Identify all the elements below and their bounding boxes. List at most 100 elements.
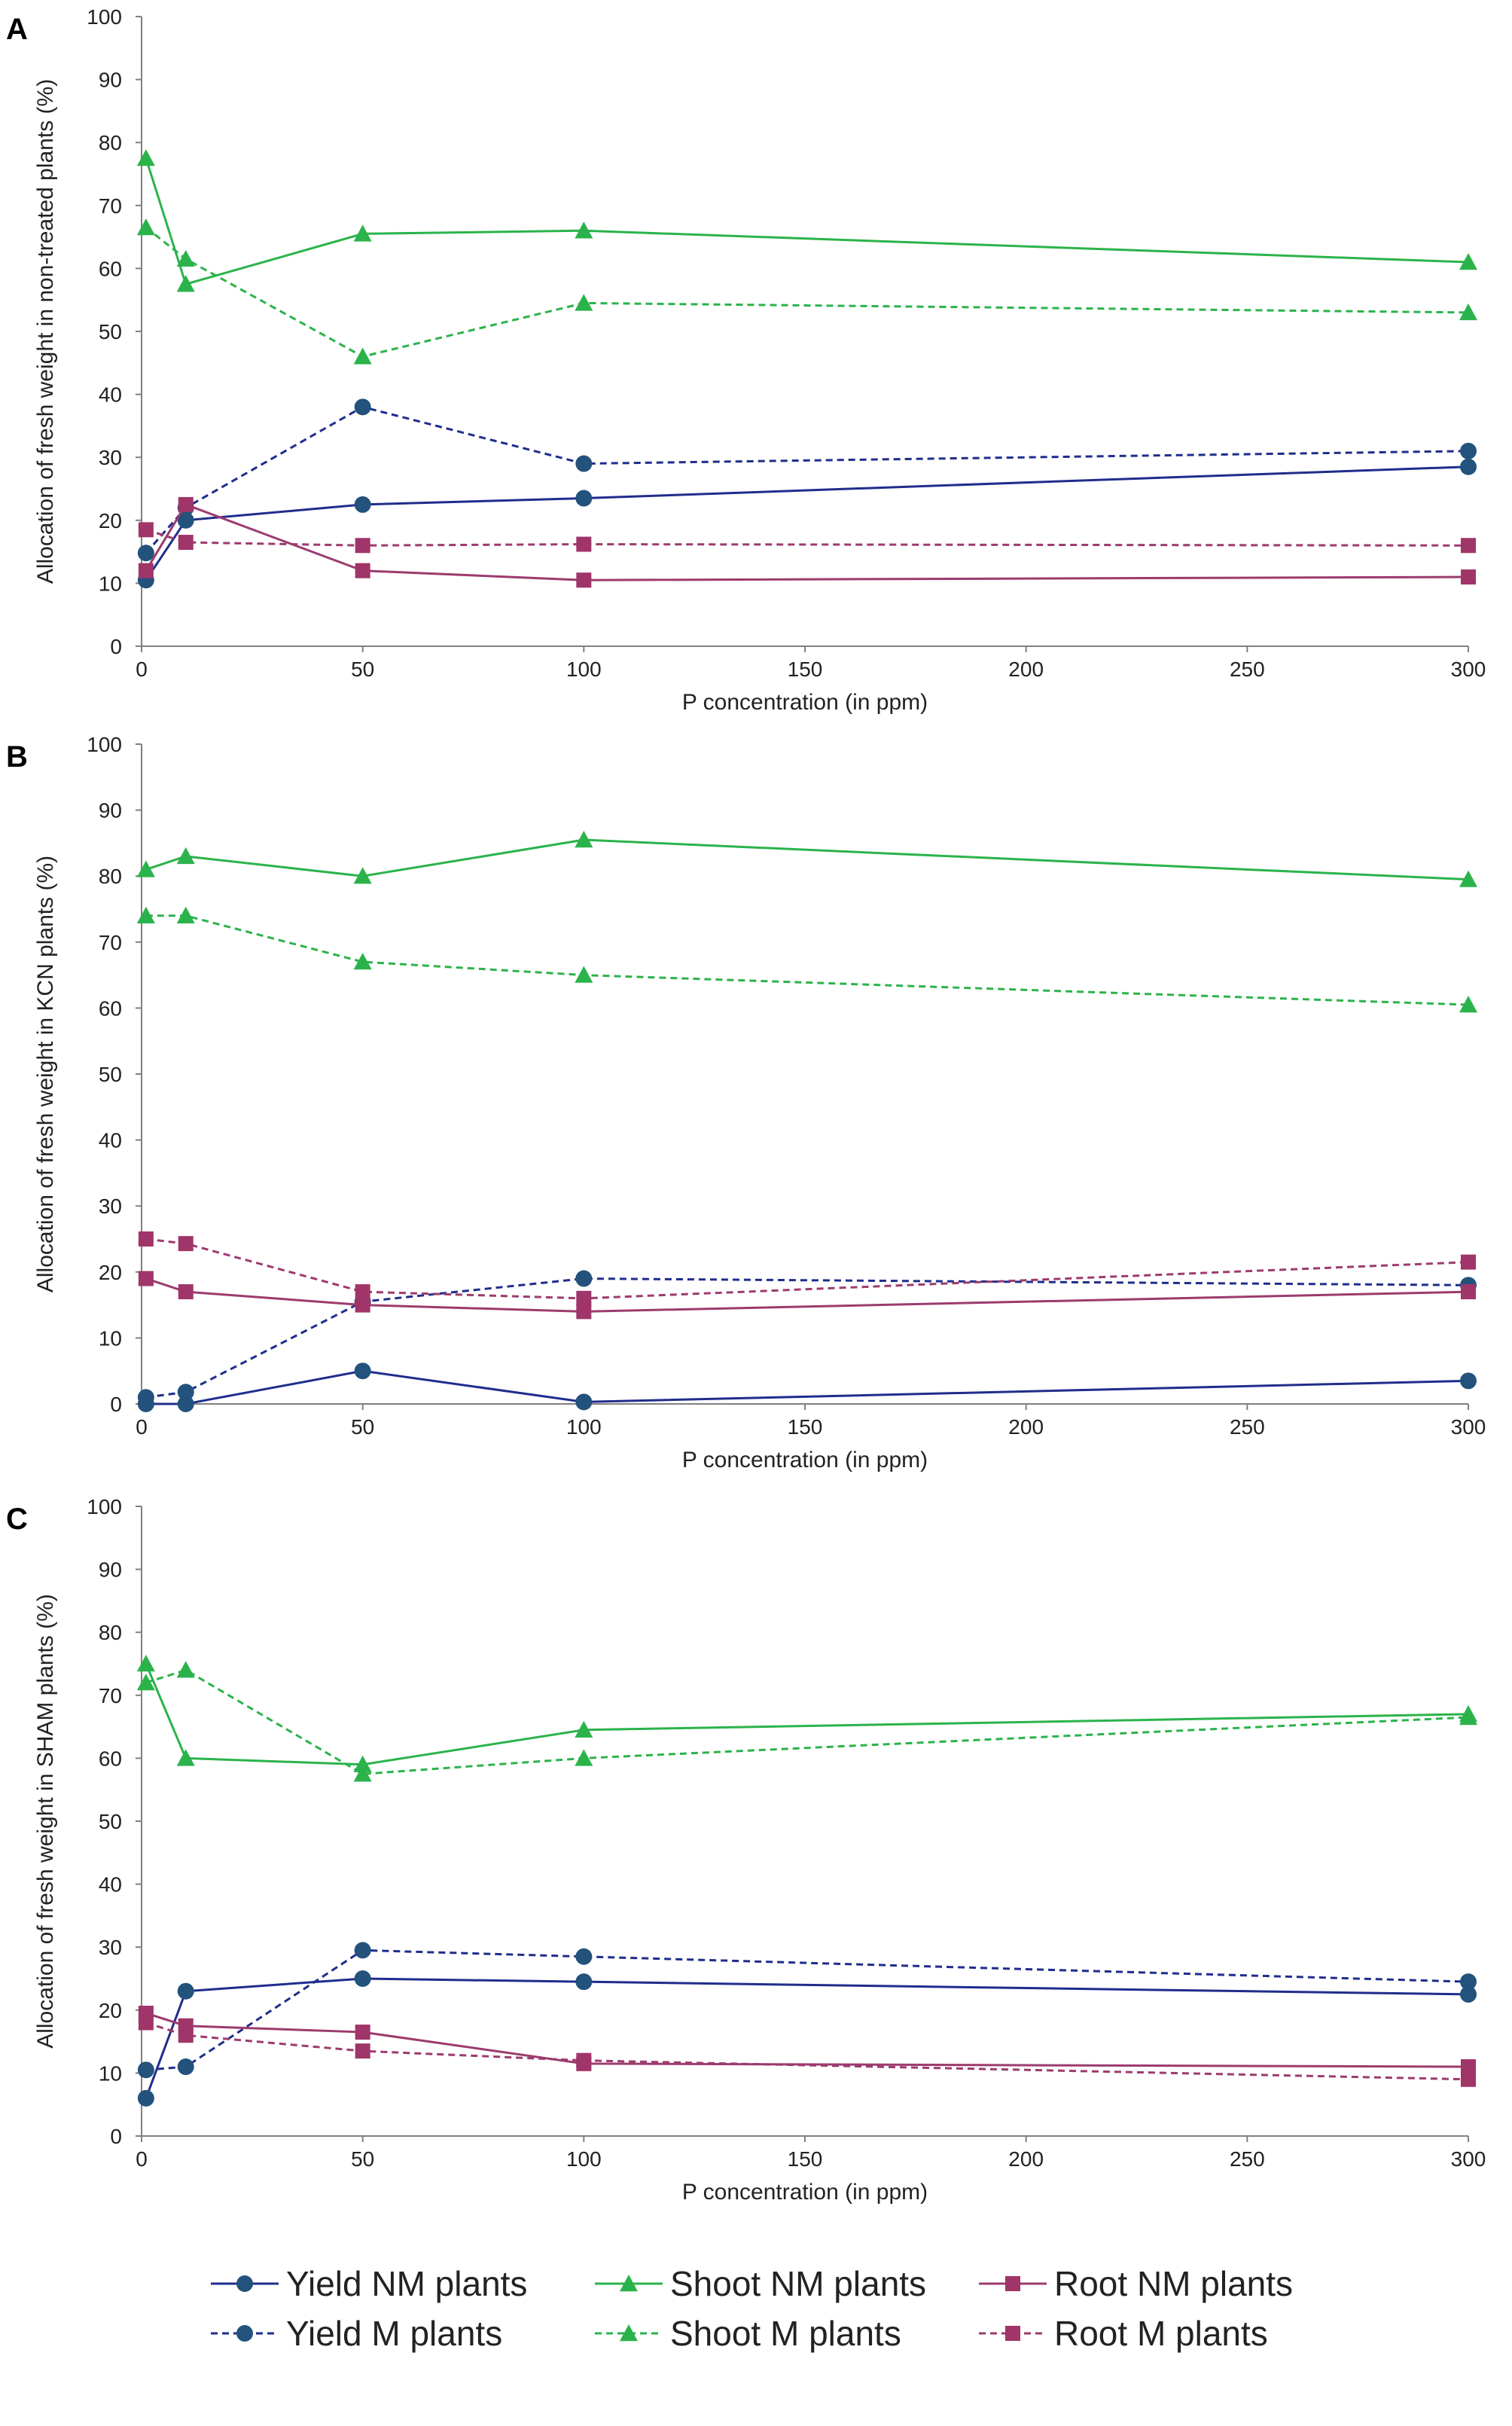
data-point — [177, 1384, 194, 1401]
legend-item-shoot-nm: Shoot NM plants — [595, 2264, 926, 2303]
data-point — [137, 545, 154, 562]
data-point — [176, 1661, 195, 1678]
x-tick-label: 250 — [1230, 1415, 1265, 1439]
series-line — [145, 1668, 1469, 1775]
data-point — [1461, 2059, 1476, 2075]
y-axis-title: Allocation of fresh weight in SHAM plant… — [33, 1594, 58, 2049]
data-point — [177, 1396, 194, 1412]
y-tick-label: 20 — [99, 1261, 122, 1284]
data-point — [178, 496, 194, 512]
x-tick-label: 250 — [1230, 2147, 1265, 2171]
y-tick-label: 40 — [99, 1873, 122, 1897]
x-tick-label: 0 — [136, 2147, 148, 2171]
y-tick-label: 20 — [99, 1999, 122, 2022]
data-point — [177, 1982, 194, 2000]
y-tick-label: 30 — [99, 1936, 122, 1959]
data-point — [1459, 870, 1477, 887]
data-point — [353, 867, 372, 884]
y-tick-label: 30 — [99, 1195, 122, 1218]
data-point — [1460, 458, 1477, 475]
data-point — [178, 1236, 194, 1252]
data-point — [176, 906, 195, 923]
data-point — [354, 1970, 371, 1987]
data-point — [1460, 442, 1477, 459]
data-point — [1459, 1708, 1477, 1726]
y-tick-label: 10 — [99, 1326, 122, 1350]
data-point — [136, 149, 155, 166]
x-tick-label: 200 — [1008, 1415, 1044, 1439]
legend: Yield NM plants Yield M plants Shoot NM pl… — [211, 2264, 1293, 2353]
y-tick-label: 60 — [99, 257, 122, 280]
data-point — [177, 511, 194, 529]
data-point — [353, 224, 372, 242]
data-point — [138, 522, 154, 538]
x-axis-title: P concentration (in ppm) — [682, 1448, 928, 1472]
x-tick-label: 100 — [566, 2147, 602, 2171]
panel-letter: C — [6, 1503, 28, 1536]
data-point — [576, 2052, 592, 2068]
legend-label: Root M plants — [1054, 2314, 1268, 2353]
x-tick-label: 200 — [1008, 658, 1044, 681]
x-tick-label: 300 — [1451, 1415, 1486, 1439]
data-point — [355, 1284, 370, 1300]
data-point — [354, 398, 371, 416]
data-point — [178, 535, 194, 551]
data-point — [575, 1270, 593, 1287]
data-point — [177, 2058, 194, 2076]
data-point — [138, 1271, 154, 1286]
legend-marker — [1005, 2276, 1020, 2291]
y-tick-label: 70 — [99, 931, 122, 954]
y-tick-label: 60 — [99, 996, 122, 1020]
data-point — [576, 572, 592, 588]
legend-label: Yield M plants — [286, 2314, 502, 2353]
y-tick-label: 70 — [99, 194, 122, 218]
data-point — [138, 563, 154, 578]
data-point — [176, 275, 195, 292]
data-point — [136, 218, 155, 236]
y-tick-label: 0 — [110, 635, 122, 658]
x-tick-label: 0 — [136, 1415, 148, 1439]
y-tick-label: 100 — [87, 5, 122, 29]
legend-marker — [1005, 2326, 1020, 2341]
legend-item-root-nm: Root NM plants — [979, 2264, 1293, 2303]
data-point — [1460, 1985, 1477, 2003]
data-point — [575, 1749, 593, 1766]
data-point — [575, 221, 593, 239]
data-point — [576, 536, 592, 552]
data-point — [354, 1942, 371, 1959]
legend-marker — [236, 2325, 253, 2342]
chart-panel-c: C 0 10 20 30 40 50 60 70 80 90 100 0 50 100 150 200 250 30… — [6, 1495, 1486, 2205]
series-shoot-nm — [136, 831, 1477, 887]
y-tick-label: 50 — [99, 320, 122, 343]
data-point — [1459, 996, 1477, 1013]
data-point — [1459, 253, 1477, 270]
data-point — [138, 2015, 154, 2031]
y-tick-label: 90 — [99, 799, 122, 822]
data-point — [1459, 303, 1477, 321]
data-point — [354, 496, 371, 513]
y-tick-label: 80 — [99, 131, 122, 154]
x-tick-label: 50 — [351, 1415, 374, 1439]
data-point — [575, 1973, 593, 1991]
x-tick-label: 200 — [1008, 2147, 1044, 2171]
data-point — [353, 953, 372, 970]
x-tick-label: 250 — [1230, 658, 1265, 681]
series-yield-nm — [137, 458, 1477, 589]
x-axis-title: P concentration (in ppm) — [682, 690, 928, 715]
legend-label: Yield NM plants — [286, 2264, 527, 2303]
data-point — [355, 538, 370, 554]
x-tick-label: 0 — [136, 658, 148, 681]
data-point — [1461, 2071, 1476, 2087]
y-tick-label: 80 — [99, 865, 122, 888]
data-point — [136, 1655, 155, 1672]
data-point — [1461, 1284, 1476, 1300]
panel-letter: A — [6, 13, 28, 46]
data-point — [575, 455, 593, 472]
data-point — [575, 966, 593, 983]
x-tick-label: 50 — [351, 2147, 374, 2171]
data-point — [176, 249, 195, 267]
panel-letter: B — [6, 740, 28, 774]
legend-marker — [620, 2324, 638, 2342]
